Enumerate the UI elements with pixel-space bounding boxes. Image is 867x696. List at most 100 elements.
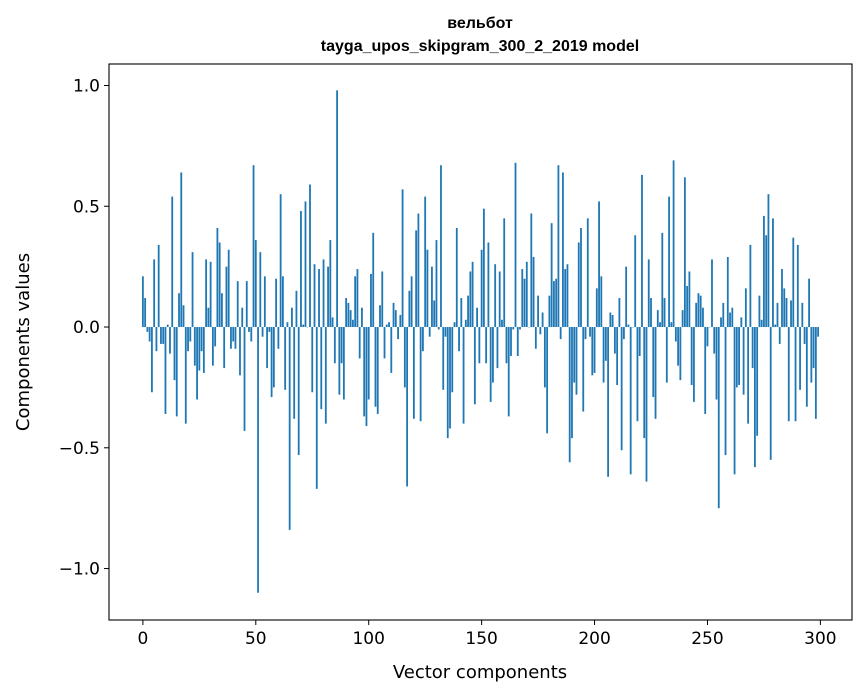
- bar: [760, 319, 763, 328]
- bar: [374, 327, 377, 407]
- bar: [814, 327, 817, 419]
- bar: [270, 327, 273, 398]
- bar: [363, 327, 366, 417]
- bar: [193, 327, 196, 366]
- bar: [805, 327, 808, 407]
- bar: [476, 307, 479, 328]
- bar: [223, 327, 226, 369]
- bar: [155, 327, 158, 352]
- bar: [315, 327, 318, 489]
- bar: [209, 261, 212, 328]
- bar: [399, 314, 402, 328]
- bar: [234, 327, 237, 349]
- x-axis-label: Vector components: [393, 662, 567, 683]
- bar: [634, 235, 637, 328]
- bar: [437, 327, 440, 330]
- bar: [455, 227, 458, 328]
- bar: [672, 160, 675, 328]
- bar: [573, 327, 576, 383]
- bar: [801, 302, 804, 328]
- bar: [403, 327, 406, 388]
- bar: [160, 327, 162, 344]
- bar: [575, 327, 578, 395]
- bar: [763, 215, 765, 328]
- bar: [636, 327, 639, 422]
- y-tick-label: −1.0: [59, 560, 100, 580]
- bar: [408, 290, 411, 328]
- bar: [589, 327, 591, 337]
- bar: [191, 252, 194, 328]
- bar: [288, 327, 291, 530]
- bar: [146, 327, 149, 332]
- bar: [485, 327, 488, 364]
- bar: [514, 162, 517, 328]
- bar: [221, 293, 223, 328]
- bar: [751, 327, 754, 369]
- bar: [577, 242, 580, 328]
- bar: [144, 298, 147, 328]
- bar: [586, 218, 589, 328]
- x-tick-label: 50: [245, 629, 267, 649]
- bar: [530, 213, 533, 328]
- bar: [440, 165, 442, 328]
- bar: [286, 322, 289, 328]
- x-tick-label: 150: [465, 629, 497, 649]
- bar: [740, 317, 743, 328]
- bar: [202, 327, 205, 373]
- bar: [688, 271, 691, 328]
- bar: [593, 327, 596, 373]
- bar: [492, 327, 494, 383]
- bar: [717, 327, 720, 509]
- bar: [539, 327, 542, 335]
- bar: [498, 271, 501, 328]
- bar: [322, 259, 325, 328]
- bar: [148, 327, 151, 342]
- bar: [169, 327, 171, 354]
- chart-subtitle: tayga_upos_skipgram_300_2_2019 model: [321, 38, 639, 55]
- bar: [702, 307, 704, 328]
- y-axis-ticks: −1.0 −0.5 0.0 0.5 1.0: [59, 76, 109, 580]
- bar: [652, 327, 655, 398]
- bar: [663, 298, 666, 328]
- bar: [758, 295, 761, 328]
- bar: [426, 249, 429, 328]
- bar: [467, 295, 469, 328]
- bar: [390, 327, 393, 373]
- bar: [333, 327, 336, 364]
- bar: [376, 327, 379, 414]
- bar: [571, 327, 573, 439]
- bar: [433, 300, 436, 328]
- bar: [501, 319, 503, 328]
- bar: [661, 232, 664, 328]
- bar: [200, 327, 203, 352]
- bar: [388, 322, 390, 328]
- bar: [338, 327, 341, 395]
- bar: [173, 327, 176, 381]
- x-tick-label: 200: [578, 629, 610, 649]
- bar: [385, 324, 388, 328]
- bar: [744, 288, 747, 328]
- bar: [790, 300, 792, 328]
- bar: [546, 327, 549, 434]
- bar: [724, 327, 727, 456]
- bar: [580, 227, 582, 328]
- bar: [568, 327, 571, 463]
- bar: [776, 302, 779, 328]
- bar: [654, 327, 657, 419]
- bar: [279, 194, 282, 328]
- bar: [489, 327, 492, 402]
- bar: [482, 208, 485, 328]
- bar: [659, 322, 661, 328]
- bar: [261, 327, 264, 337]
- x-tick-label: 250: [691, 629, 723, 649]
- bar: [243, 327, 246, 431]
- bar: [753, 327, 756, 468]
- bar: [189, 327, 192, 342]
- bar: [765, 235, 768, 328]
- bar: [347, 302, 350, 328]
- x-tick-label: 0: [137, 629, 148, 649]
- bar: [747, 327, 750, 424]
- bar: [435, 240, 438, 328]
- bar: [494, 264, 497, 328]
- bar: [320, 327, 323, 410]
